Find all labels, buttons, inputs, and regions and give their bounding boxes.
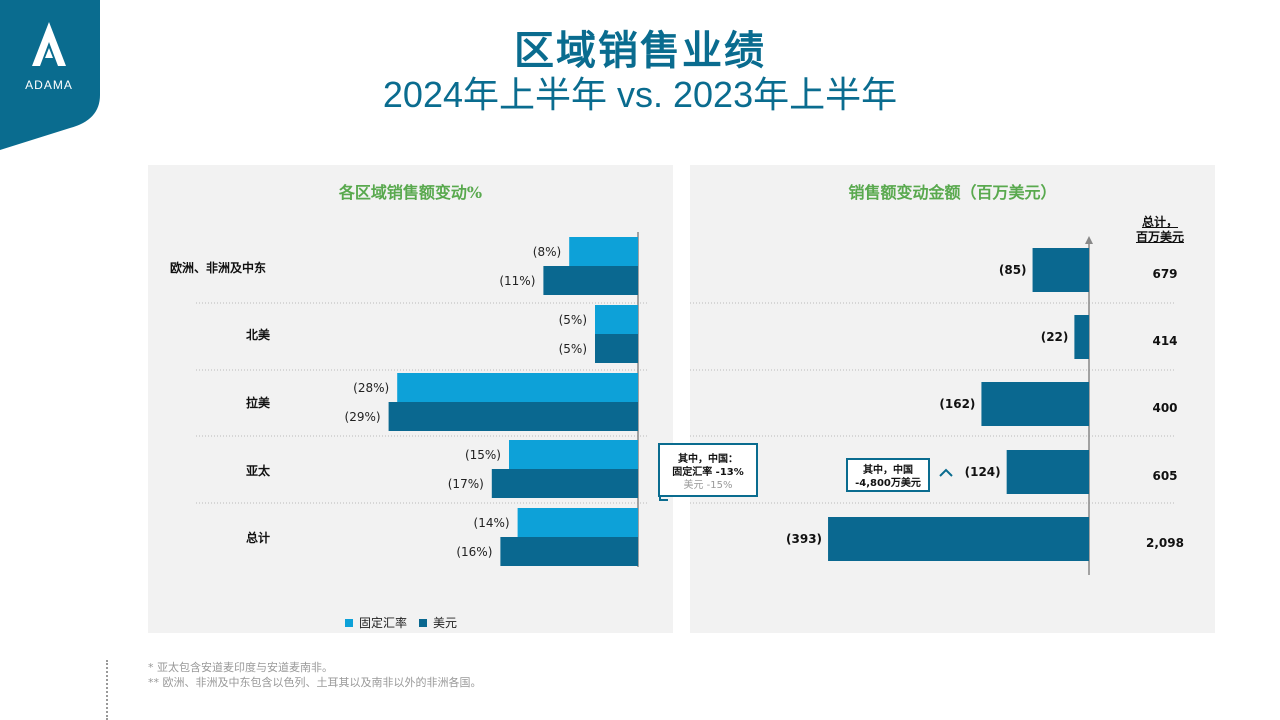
legend-label-constant-fx: 固定汇率 xyxy=(359,616,408,630)
page-title: 区域销售业绩 xyxy=(514,29,766,73)
total-value: 679 xyxy=(1152,267,1177,281)
total-value: 2,098 xyxy=(1146,536,1184,550)
bar-data-label: (17%) xyxy=(448,477,484,491)
bar-usd xyxy=(491,469,638,498)
bar-data-label: (29%) xyxy=(345,410,381,424)
bar-amount xyxy=(1074,315,1089,359)
bar-usd xyxy=(595,334,638,363)
amount-chart-title: 销售额变动金额（百万美元） xyxy=(848,183,1057,202)
bar-amount-label: (393) xyxy=(786,532,822,546)
legend-swatch-usd xyxy=(419,618,428,627)
footnote-divider xyxy=(106,660,108,720)
footnote-1: * 亚太包含安道麦印度与安道麦南非。 xyxy=(148,661,333,674)
percent-chart-title: 各区域销售额变动% xyxy=(338,183,483,202)
category-label: 总计 xyxy=(246,530,270,545)
bar-amount xyxy=(828,517,1089,561)
bar-constant-fx xyxy=(517,508,638,537)
category-label: 北美 xyxy=(246,327,271,342)
bar-data-label: (14%) xyxy=(474,516,510,530)
bar-data-label: (28%) xyxy=(353,381,389,395)
brand-name: ADAMA xyxy=(25,78,73,92)
bar-usd xyxy=(543,266,638,295)
bar-data-label: (5%) xyxy=(559,313,587,327)
totals-header: 总计， 百万美元 xyxy=(1125,215,1195,245)
bar-data-label: (11%) xyxy=(499,274,535,288)
callout-left-line2: 固定汇率 -13% xyxy=(672,467,744,478)
bar-amount xyxy=(981,382,1089,426)
bar-amount xyxy=(1032,248,1089,292)
logo-background xyxy=(0,0,100,150)
category-label: 欧洲、非洲及中东 xyxy=(170,260,266,275)
callout-right-pointer xyxy=(939,468,953,477)
bar-data-label: (16%) xyxy=(456,545,492,559)
page-subtitle: 2024年上半年 vs. 2023年上半年 xyxy=(382,74,898,115)
bar-constant-fx xyxy=(397,373,638,402)
adama-logo-icon xyxy=(32,22,66,66)
bar-amount-label: (162) xyxy=(939,397,975,411)
legend-swatch-constant-fx xyxy=(345,618,353,627)
callout-left-line3: 美元 -15% xyxy=(683,480,733,491)
bar-amount xyxy=(1006,450,1089,494)
total-value: 414 xyxy=(1152,334,1177,348)
callout-right-line1: 其中，中国 xyxy=(863,465,913,476)
bar-amount-label: (22) xyxy=(1041,330,1069,344)
total-value: 605 xyxy=(1152,469,1177,483)
callout-right-line2: -4,800万美元 xyxy=(855,478,921,489)
callout-left-line1: 其中，中国： xyxy=(678,454,738,465)
total-value: 400 xyxy=(1152,401,1177,415)
bar-usd xyxy=(500,537,638,566)
bar-data-label: (5%) xyxy=(559,342,587,356)
bar-data-label: (15%) xyxy=(465,448,501,462)
legend-label-usd: 美元 xyxy=(433,616,458,630)
bar-data-label: (8%) xyxy=(533,245,561,259)
china-callout-amount: 其中，中国 -4,800万美元 xyxy=(846,458,930,492)
bar-amount-label: (124) xyxy=(965,465,1001,479)
bar-constant-fx xyxy=(595,305,638,334)
totals-header-line2: 百万美元 xyxy=(1135,230,1184,244)
chart-legend: 固定汇率 美元 xyxy=(345,614,457,631)
category-label: 拉美 xyxy=(246,395,271,410)
china-callout-percent: 其中，中国： 固定汇率 -13% 美元 -15% xyxy=(658,443,758,497)
bar-amount-label: (85) xyxy=(999,263,1027,277)
footnote-2: ** 欧洲、非洲及中东包含以色列、土耳其以及南非以外的非洲各国。 xyxy=(148,676,482,689)
bar-usd xyxy=(388,402,638,431)
bar-constant-fx xyxy=(509,440,638,469)
category-label: 亚太 xyxy=(246,463,271,478)
bar-constant-fx xyxy=(569,237,638,266)
footnotes: * 亚太包含安道麦印度与安道麦南非。 ** 欧洲、非洲及中东包含以色列、土耳其以… xyxy=(148,660,482,690)
axis-arrow-right xyxy=(1085,236,1093,244)
totals-header-line1: 总计， xyxy=(1141,215,1178,229)
